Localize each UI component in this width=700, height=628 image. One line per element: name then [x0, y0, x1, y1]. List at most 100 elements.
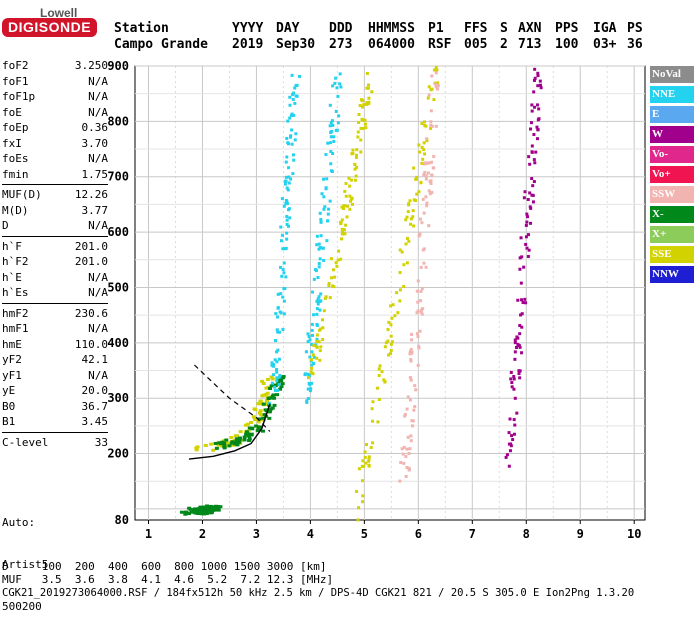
echo-mark	[290, 142, 294, 146]
echo-mark	[375, 386, 379, 390]
echo-mark	[356, 130, 360, 134]
echo-mark	[327, 283, 331, 287]
param-row: hmF1 N/A	[2, 321, 108, 337]
param-name: D	[2, 219, 9, 232]
echo-mark	[334, 76, 338, 80]
echo-mark	[270, 381, 274, 385]
echo-mark	[285, 202, 289, 206]
echo-mark	[317, 247, 321, 251]
echo-mark	[423, 152, 427, 156]
echo-mark	[282, 287, 286, 291]
echo-mark	[254, 424, 259, 428]
echo-mark	[193, 511, 198, 515]
echo-mark	[531, 193, 535, 197]
echo-mark	[284, 175, 288, 179]
echo-mark	[365, 86, 369, 90]
autoscale-line-1: Auto:	[2, 516, 36, 529]
echo-mark	[260, 379, 265, 383]
echo-mark	[344, 223, 348, 227]
echo-mark	[273, 388, 277, 392]
echo-mark	[371, 441, 375, 445]
echo-mark	[518, 376, 522, 380]
echo-mark	[355, 148, 359, 152]
echo-mark	[435, 68, 439, 72]
echo-mark	[195, 511, 200, 515]
echo-mark	[344, 194, 348, 198]
param-row: C-level 33	[2, 435, 108, 451]
echo-mark	[512, 432, 516, 436]
echo-mark	[315, 333, 319, 337]
echo-mark	[226, 441, 231, 445]
echo-mark	[421, 197, 425, 201]
echo-mark	[244, 430, 249, 434]
echo-mark	[434, 124, 438, 128]
echo-mark	[530, 144, 534, 148]
echo-mark	[274, 339, 278, 343]
echo-mark	[285, 186, 289, 190]
echo-mark	[528, 191, 532, 195]
legend-item-x-: X+	[650, 226, 694, 243]
echo-mark	[350, 196, 354, 200]
echo-mark	[526, 254, 530, 258]
echo-mark	[509, 377, 513, 381]
param-value: 201.0	[74, 255, 108, 268]
echo-mark	[279, 292, 283, 296]
echo-mark	[248, 421, 253, 425]
param-name: yF2	[2, 353, 22, 366]
echo-mark	[308, 338, 312, 342]
echo-mark	[292, 158, 296, 162]
echo-mark	[338, 72, 342, 76]
legend-item-nnw: NNW	[650, 266, 694, 283]
echo-mark	[289, 177, 293, 181]
echo-mark	[412, 408, 416, 412]
echo-mark	[535, 125, 539, 129]
echo-mark	[402, 461, 406, 465]
echo-mark	[434, 85, 438, 89]
echo-mark	[243, 423, 248, 427]
echo-mark	[408, 352, 412, 356]
echo-mark	[361, 494, 365, 498]
param-value: 230.6	[74, 306, 108, 320]
echo-mark	[354, 155, 358, 159]
param-value: 33	[94, 435, 108, 449]
echo-mark	[315, 322, 319, 326]
echo-mark	[420, 161, 424, 165]
echo-mark	[217, 441, 222, 445]
echo-mark	[277, 357, 281, 361]
echo-mark	[360, 105, 364, 109]
echo-mark	[418, 150, 422, 154]
echo-mark	[307, 374, 311, 378]
echo-mark	[398, 299, 402, 303]
echo-mark	[242, 438, 247, 442]
echo-mark	[277, 330, 281, 334]
echo-mark	[505, 453, 509, 457]
x-tick-label: 7	[469, 527, 476, 541]
echo-mark	[395, 291, 399, 295]
echo-mark	[196, 507, 201, 511]
echo-mark	[405, 261, 409, 265]
echo-mark	[398, 288, 402, 292]
echo-mark	[284, 160, 288, 164]
echo-mark	[280, 233, 284, 237]
echo-mark	[524, 235, 528, 239]
echo-mark	[524, 301, 528, 305]
echo-mark	[354, 153, 358, 157]
header-value-11: 36	[627, 37, 643, 52]
param-value: N/A	[88, 152, 108, 165]
echo-mark	[315, 339, 319, 343]
param-row: foE N/A	[2, 105, 108, 121]
echo-mark	[517, 344, 521, 348]
echo-mark	[425, 201, 429, 205]
echo-mark	[334, 109, 338, 113]
echo-mark	[389, 342, 393, 346]
echo-mark	[526, 198, 530, 202]
echo-mark	[282, 204, 286, 208]
echo-mark	[310, 350, 314, 354]
header-label-0: Station	[114, 21, 169, 36]
echo-mark	[409, 378, 413, 382]
echo-mark	[272, 396, 277, 400]
echo-mark	[524, 242, 528, 246]
file-info: CGK21_2019273064000.RSF / 184fx512h 50 k…	[2, 587, 635, 599]
echo-mark	[323, 205, 327, 209]
header-value-9: 100	[555, 37, 579, 52]
